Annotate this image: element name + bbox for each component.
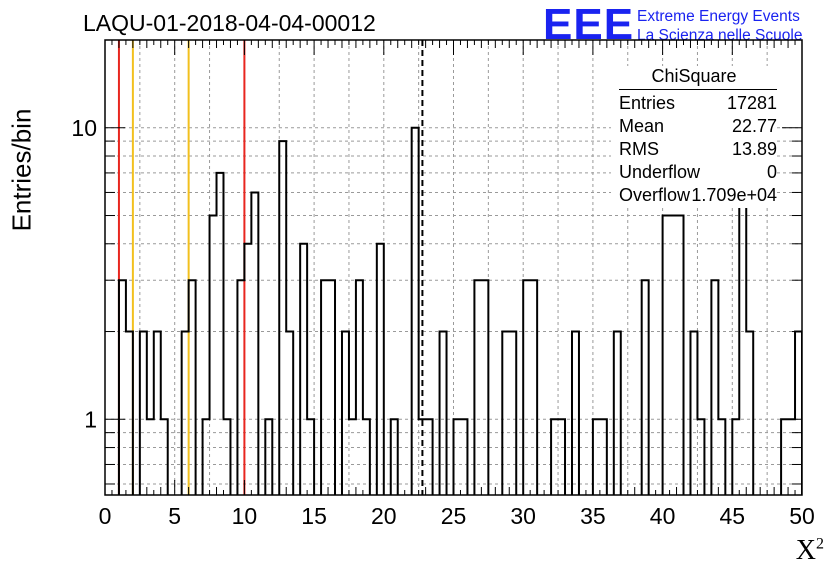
- stats-value: 0: [766, 162, 777, 182]
- x-axis-label-exponent: 2: [816, 535, 824, 553]
- stats-row-underflow: Underflow 0: [619, 162, 777, 184]
- stats-row-mean: Mean 22.77: [619, 116, 777, 138]
- stats-box: ChiSquare Entries 17281 Mean 22.77 RMS 1…: [611, 66, 777, 208]
- x-tick-label: 45: [720, 503, 746, 529]
- stats-row-entries: Entries 17281: [619, 93, 777, 115]
- stats-value: 22.77: [731, 116, 777, 136]
- y-tick-label: 10: [71, 115, 97, 141]
- x-tick-label: 40: [650, 503, 676, 529]
- x-axis-label: X2: [796, 535, 824, 567]
- x-tick-label: 30: [510, 503, 536, 529]
- stats-value: 13.89: [731, 139, 777, 159]
- stats-key: RMS: [619, 139, 659, 159]
- y-tick-label: 1: [84, 406, 97, 432]
- stats-key: Mean: [619, 116, 665, 136]
- logo-mark: EEE: [543, 0, 635, 49]
- stats-key: Entries: [619, 93, 676, 113]
- x-tick-label: 25: [441, 503, 467, 529]
- x-tick-label: 20: [371, 503, 397, 529]
- stats-row-overflow: Overflow 1.709e+04: [619, 185, 777, 207]
- chart-title: LAQU-01-2018-04-04-00012: [83, 10, 376, 36]
- x-axis-label-base: X: [795, 535, 816, 566]
- stats-row-rms: RMS 13.89: [619, 139, 777, 161]
- x-tick-label: 5: [168, 503, 181, 529]
- x-tick-label: 50: [789, 503, 815, 529]
- x-tick-label: 0: [99, 503, 112, 529]
- x-tick-label: 15: [301, 503, 327, 529]
- logo-line-1: Extreme Energy Events: [637, 8, 800, 25]
- stats-title: ChiSquare: [651, 66, 737, 86]
- histogram-series: [117, 126, 802, 495]
- x-tick-label: 10: [232, 503, 258, 529]
- stats-key: Overflow: [619, 185, 691, 205]
- stats-key: Underflow: [619, 162, 701, 182]
- stats-divider: [619, 89, 777, 90]
- x-tick-label: 35: [580, 503, 606, 529]
- stats-value: 17281: [726, 93, 777, 113]
- stats-value: 1.709e+04: [691, 185, 777, 205]
